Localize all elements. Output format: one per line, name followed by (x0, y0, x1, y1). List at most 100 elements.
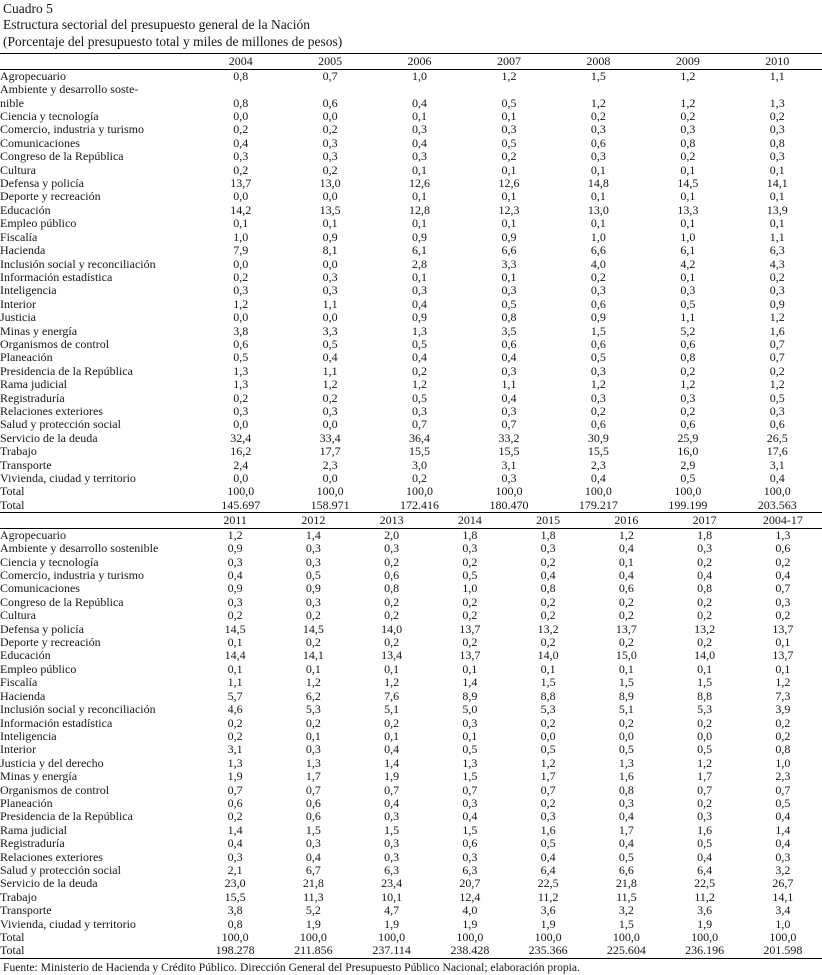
budget-value: 0,0 (322, 109, 338, 124)
sector-label: Deporte y recreación (0, 636, 101, 650)
budget-value: 0,3 (769, 283, 785, 298)
sector-label: Deporte y recreación (0, 190, 101, 204)
budget-value: 0,4 (462, 809, 478, 824)
budget-value: 0,0 (618, 728, 634, 743)
budget-value: 0,5 (618, 742, 634, 757)
budget-value: 0,3 (412, 403, 428, 418)
table-row: Congreso de la República 0,3 0,3 0,2 0,2 0,2 0… (0, 594, 822, 609)
budget-value: 1,7 (540, 769, 556, 784)
budget-value: 14,2 (230, 202, 252, 217)
budget-value: 6,2 (305, 688, 321, 703)
budget-value: 0,4 (412, 95, 428, 110)
budget-value: 0,4 (540, 849, 556, 864)
budget-value: 0,0 (322, 256, 338, 271)
budget-value: 0,3 (769, 122, 785, 137)
budget-value: 14,1 (766, 176, 788, 191)
budget-value: 15,5 (224, 889, 246, 904)
budget-value: 100,0 (769, 930, 797, 944)
sector-label: Congreso de la República (0, 595, 124, 609)
budget-value: 1,3 (412, 323, 428, 338)
budget-value: 1,2 (680, 377, 696, 392)
budget-value: 14,8 (587, 176, 609, 191)
sector-label: Presidencia de la República (0, 810, 133, 824)
table-row: Interior 3,1 0,3 0,4 0,5 0,5 0,5 0,5 0,8 (0, 742, 822, 757)
table-row: Información estadística 0,2 0,3 0,1 0,1 0,2 0,… (0, 270, 822, 284)
budget-value: 1,1 (769, 68, 785, 83)
table-row: Organismos de control 0,6 0,5 0,5 0,6 0,6 0,6 0… (0, 336, 822, 351)
budget-value: 0,4 (233, 135, 249, 150)
budget-value: 1,2 (590, 377, 606, 392)
budget-value: 180.470 (464, 498, 554, 514)
budget-value: 20,7 (459, 876, 481, 891)
sector-label: Justicia y del derecho (0, 756, 104, 770)
budget-value: 0,3 (462, 795, 478, 810)
budget-value: 0,2 (233, 390, 249, 405)
table-row: Hacienda 7,9 8,1 6,1 6,6 6,6 6,1 6,3 (0, 243, 822, 257)
budget-value: 0,1 (412, 109, 428, 124)
budget-value: 12,6 (409, 176, 431, 191)
budget-value: 3,8 (227, 903, 243, 918)
budget-value: 2,0 (384, 527, 400, 542)
budget-value: 0,8 (233, 68, 249, 83)
budget-value: 1,4 (305, 527, 321, 542)
sector-label: Interior (0, 297, 36, 311)
budget-value: 0,7 (540, 782, 556, 797)
budget-value: 0,1 (775, 635, 791, 650)
budget-value: 100,0 (299, 930, 327, 944)
budget-value: 1,6 (697, 822, 713, 837)
table-row: Registraduría 0,2 0,2 0,5 0,4 0,3 0,3 0,5 (0, 390, 822, 405)
budget-value: 0,4 (412, 296, 428, 311)
budget-value: 1,9 (462, 916, 478, 931)
budget-value: 2,3 (775, 769, 791, 784)
table-row: Deporte y recreación 0,1 0,2 0,2 0,2 0,2 0,2 0,… (0, 635, 822, 650)
budget-value: 203.563 (732, 498, 822, 514)
budget-value: 13,3 (677, 202, 699, 217)
budget-value: 100,0 (316, 484, 344, 499)
sector-label: Agropecuario (0, 528, 66, 542)
budget-value: 1,1 (322, 296, 338, 311)
sector-label: Relaciones exteriores (0, 404, 103, 418)
budget-value: 0,2 (412, 363, 428, 378)
budget-value: 11,3 (303, 889, 324, 904)
budget-value: 0,3 (618, 795, 634, 810)
budget-value: 17,6 (766, 444, 788, 459)
sector-label: Transporte (0, 904, 52, 918)
sector-label: Ciencia y tecnología (0, 110, 99, 124)
budget-value: 0,4 (618, 836, 634, 851)
budget-value: 100,0 (406, 484, 434, 499)
sector-label: Comunicaciones (0, 582, 80, 596)
budget-value: 0,4 (775, 836, 791, 851)
table-row: Servicio de la deuda 23,0 21,8 23,4 20,7 22,5… (0, 876, 822, 891)
budget-value: 1,0 (462, 581, 478, 596)
budget-value: 13,7 (772, 648, 794, 663)
budget-value: 6,4 (540, 862, 556, 877)
budget-value: 21,8 (615, 876, 637, 891)
budget-value: 1,3 (462, 755, 478, 770)
budget-value: 0,3 (384, 809, 400, 824)
budget-value: 0,3 (227, 554, 243, 569)
budget-value: 0,4 (501, 350, 517, 365)
sector-label: Hacienda (0, 689, 46, 703)
budget-value: 17,7 (319, 444, 341, 459)
budget-value: 0,5 (322, 336, 338, 351)
budget-value: 0,3 (590, 390, 606, 405)
year-column-header: 2005 (285, 53, 375, 70)
sector-label: Inteligencia (0, 284, 57, 298)
budget-value: 0,5 (233, 350, 249, 365)
year-column-header: 2010 (732, 53, 822, 70)
budget-value: 0,2 (540, 554, 556, 569)
sector-label: Organismos de control (0, 783, 110, 797)
budget-value: 14,1 (772, 889, 794, 904)
budget-value: 11,2 (694, 889, 715, 904)
table-row: Información estadística 0,2 0,2 0,2 0,3 0,2 0,… (0, 716, 822, 730)
budget-value: 0,0 (233, 256, 249, 271)
budget-value: 0,6 (590, 135, 606, 150)
sector-label: Organismos de control (0, 337, 110, 351)
budget-value: 0,2 (769, 109, 785, 124)
sector-label: Congreso de la República (0, 150, 124, 164)
budget-value: 1,2 (697, 755, 713, 770)
budget-value: 5,3 (305, 702, 321, 717)
budget-value: 100,0 (534, 930, 562, 944)
budget-value: 0,2 (462, 594, 478, 609)
budget-value: 0,3 (590, 283, 606, 298)
